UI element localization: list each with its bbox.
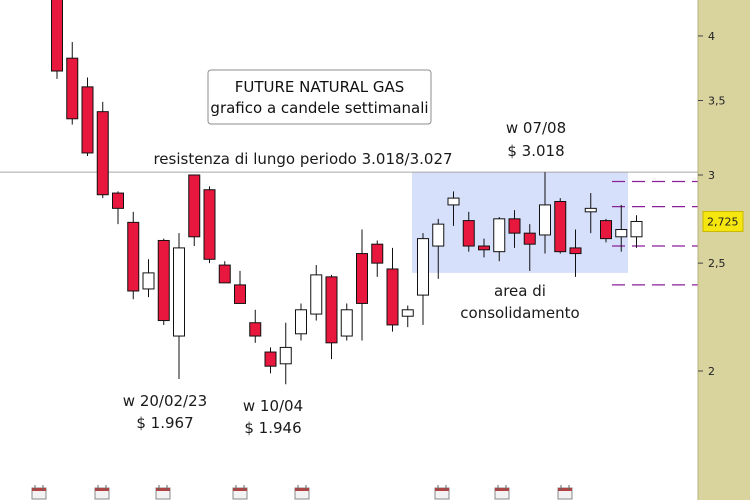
candle-bullish [539, 204, 551, 236]
last-price-label: 2,725 [707, 215, 739, 228]
candle-bullish [417, 238, 429, 296]
annotation-w0708-date: w 07/08 [506, 119, 566, 137]
candle-bearish [81, 86, 94, 154]
candle-bearish [157, 239, 170, 322]
consolidation-label-line1: area di [494, 282, 546, 300]
annotation-w0708-price: $ 3.018 [507, 142, 564, 160]
chart-subtitle: grafico a candele settimanali [210, 99, 428, 117]
resistance-label: resistenza di lungo periodo 3.018/3.027 [153, 150, 452, 168]
annotation-w1004-price: $ 1.946 [244, 419, 301, 437]
candle-bearish [188, 174, 201, 238]
calendar-icon [155, 485, 171, 500]
calendar-icon [94, 485, 110, 500]
chart-title: FUTURE NATURAL GAS [235, 78, 404, 96]
price-tick-label: 2 [708, 365, 715, 378]
candle-bearish [264, 351, 277, 367]
candle-bullish [584, 207, 597, 213]
price-tick-label: 4 [708, 30, 715, 43]
calendar-icon [294, 485, 310, 500]
last-price-tag [702, 210, 744, 232]
candle-bearish [356, 253, 368, 304]
annotation-w2002-date: w 20/02/23 [123, 392, 207, 410]
calendar-icon [557, 485, 573, 500]
candle-bullish [295, 309, 307, 335]
candle-bearish [249, 322, 262, 337]
candle-bearish [478, 245, 490, 251]
title-box [207, 69, 432, 125]
candle-bearish [51, 0, 63, 72]
candle-bearish [325, 276, 338, 344]
calendar-icon [434, 485, 450, 500]
candle-bullish [630, 220, 643, 238]
candle-bullish [432, 223, 445, 247]
candle-bearish [96, 111, 109, 196]
calendar-icon [232, 485, 248, 500]
calendar-icon [31, 485, 47, 500]
candle-bearish [127, 221, 140, 292]
candle-bearish [234, 284, 246, 304]
candle-bearish [462, 220, 475, 247]
candle-bullish [401, 309, 414, 317]
candle-bearish [112, 192, 124, 209]
candle-bullish [340, 309, 353, 337]
candle-bearish [523, 232, 536, 245]
candle-bullish [493, 218, 506, 253]
consolidation-label-line2: consolidamento [460, 304, 579, 322]
candle-bearish [371, 243, 384, 264]
price-tick-label: 3 [708, 169, 715, 182]
candle-bearish [218, 264, 231, 284]
candles [51, 0, 643, 385]
price-axis-panel [698, 0, 750, 500]
candle-bullish [279, 346, 292, 365]
calendar-icon [494, 485, 510, 500]
candle-bullish [447, 197, 460, 206]
candle-bullish [615, 229, 628, 238]
annotation-w1004-date: w 10/04 [243, 397, 303, 415]
candle-bearish [569, 247, 582, 255]
candle-bullish [142, 272, 155, 290]
candle-bearish [66, 57, 79, 120]
price-tick-label: 2,5 [708, 257, 726, 270]
dashed-levels [612, 180, 698, 286]
price-axis-ticks: 4 3,5 3 2,5 2 [698, 30, 726, 378]
candle-bearish [386, 268, 399, 326]
candle-bullish [310, 274, 323, 315]
time-axis-icons [31, 485, 573, 500]
candle-bearish [554, 200, 567, 253]
price-tick-label: 3,5 [708, 94, 726, 107]
annotation-w2002-price: $ 1.967 [136, 414, 193, 432]
candle-bullish [173, 247, 185, 337]
candle-bearish [508, 218, 521, 234]
candle-bearish [600, 220, 612, 240]
candle-bearish [203, 189, 216, 260]
